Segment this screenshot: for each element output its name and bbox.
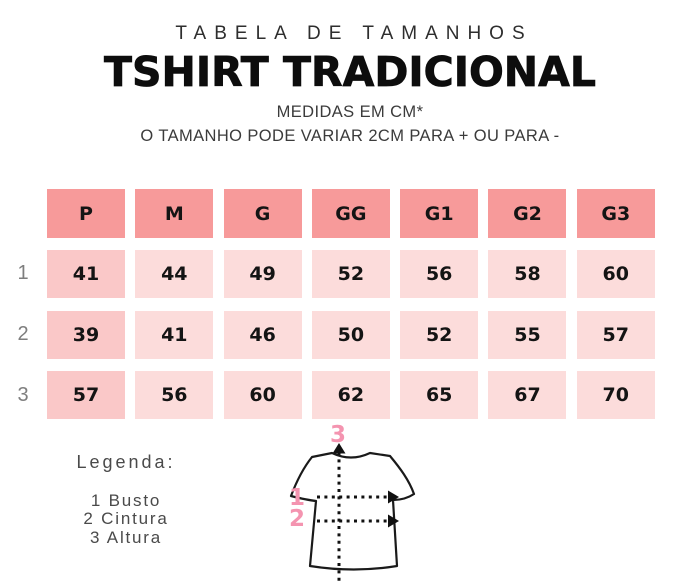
- column-header-g2: G2: [488, 189, 567, 238]
- column-header-g1: G1: [400, 189, 479, 238]
- size-cell: 55: [488, 310, 567, 359]
- size-table: P M G GG G1 G2 G3 41 44 49 52 56 58 60 3…: [47, 189, 655, 420]
- kicker-text: TABELA DE TAMANHOS: [175, 23, 533, 44]
- tshirt-outline: [289, 451, 416, 571]
- column-header-p: P: [47, 189, 125, 238]
- row-label-height: 3: [17, 384, 29, 406]
- size-cell: 50: [311, 310, 390, 359]
- size-cell: 58: [488, 250, 567, 299]
- size-cell: 60: [576, 250, 655, 299]
- column-header-m: M: [135, 189, 214, 238]
- size-cell: 57: [576, 310, 655, 359]
- legend-item-waist: 2 Cintura: [83, 509, 169, 529]
- height-label: 3: [330, 422, 346, 448]
- size-cell: 41: [47, 250, 125, 299]
- size-cell: 44: [135, 250, 214, 299]
- size-cell: 56: [135, 371, 214, 420]
- page-title: TSHIRT TRADICIONAL: [104, 48, 597, 97]
- row-label-bust: 1: [17, 262, 29, 284]
- legend-item-bust: 1 Busto: [90, 491, 162, 510]
- size-cell: 46: [223, 310, 302, 359]
- bust-label: 1: [289, 485, 305, 511]
- column-header-g: G: [223, 189, 302, 238]
- size-cell: 62: [311, 371, 390, 420]
- size-cell: 57: [47, 371, 125, 420]
- subtitle-units: MEDIDAS EM CM*: [276, 103, 424, 121]
- legend: Legenda: 1 Busto 2 Cintura 3 Altura: [26, 452, 226, 547]
- column-header-gg: GG: [311, 189, 390, 238]
- row-label-waist: 2: [17, 323, 29, 345]
- size-cell: 65: [400, 371, 479, 420]
- legend-item-height: 3 Altura: [89, 527, 163, 547]
- right-arrow-icon: [388, 514, 399, 528]
- size-cell: 39: [47, 310, 125, 359]
- subtitle-tolerance: O TAMANHO PODE VARIAR 2CM PARA + OU PARA…: [140, 127, 560, 145]
- size-cell: 41: [135, 310, 214, 359]
- size-cell: 67: [488, 371, 567, 420]
- size-cell: 60: [223, 371, 302, 420]
- legend-title: Legenda:: [76, 452, 176, 472]
- up-arrow-icon: [332, 443, 346, 454]
- size-cell: 70: [576, 371, 655, 420]
- size-cell: 56: [400, 250, 479, 299]
- size-cell: 52: [311, 250, 390, 299]
- waist-label: 2: [289, 506, 305, 532]
- size-cell: 52: [400, 310, 479, 359]
- tshirt-diagram: 3 1 2: [289, 422, 416, 583]
- column-header-g3: G3: [576, 189, 655, 238]
- right-arrow-icon: [388, 490, 399, 504]
- size-cell: 49: [223, 250, 302, 299]
